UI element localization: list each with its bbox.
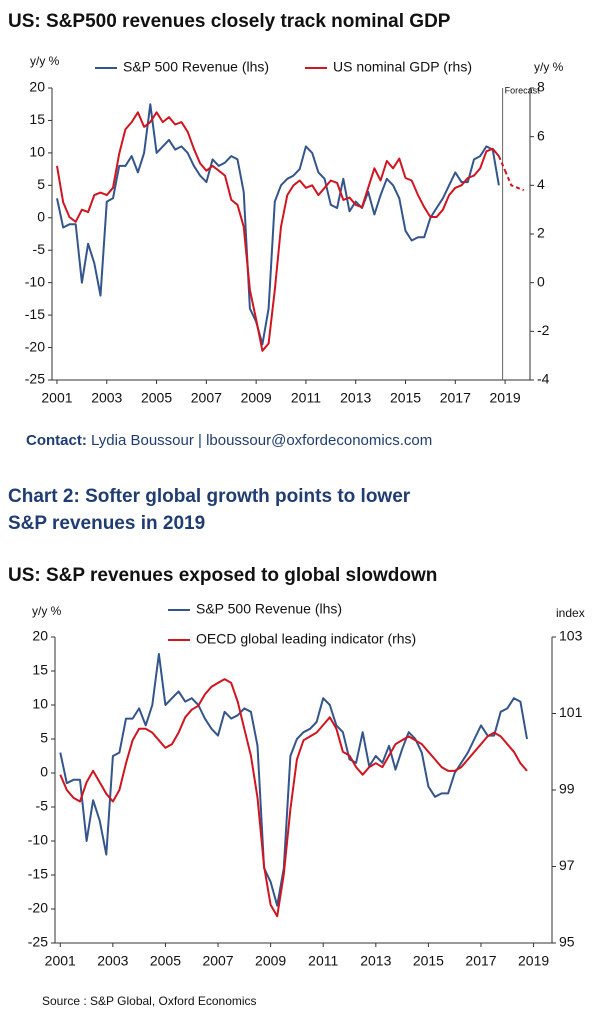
y-axis-title: y/y % (30, 54, 60, 68)
x-tick-label: 2009 (241, 390, 272, 406)
y-tick-label: 15 (29, 111, 45, 127)
y-axis-title: y/y % (32, 604, 62, 618)
y-tick-label: -10 (25, 273, 45, 289)
x-tick-label: 2005 (150, 953, 181, 969)
x-tick-label: 2009 (255, 953, 286, 969)
legend-label: S&P 500 Revenue (lhs) (123, 59, 269, 75)
section-heading: Chart 2: Softer global growth points to … (8, 486, 411, 507)
series-line (56, 111, 500, 352)
x-tick-label: 2019 (490, 390, 521, 406)
x-tick-label: 2007 (191, 390, 222, 406)
legend-label: OECD global leading indicator (rhs) (196, 631, 416, 647)
x-tick-label: 2017 (465, 953, 496, 969)
y-tick-label: -25 (25, 371, 45, 387)
contact: Contact: Lydia Boussour | lboussour@oxfo… (26, 432, 432, 449)
legend-label: US nominal GDP (rhs) (333, 59, 472, 75)
x-tick-label: 2003 (91, 390, 122, 406)
y-tick-label: -10 (28, 832, 48, 848)
y2-tick-label: 99 (559, 781, 575, 797)
x-tick-label: 2015 (413, 953, 444, 969)
series-line (59, 678, 528, 918)
section-heading: S&P revenues in 2019 (8, 513, 205, 534)
x-tick-label: 2005 (141, 390, 172, 406)
y-tick-label: 20 (32, 628, 48, 644)
x-tick-label: 2001 (41, 390, 72, 406)
y2-tick-label: 2 (537, 225, 545, 241)
chart-title: US: S&P revenues exposed to global slowd… (8, 565, 437, 586)
y-tick-label: 0 (40, 764, 48, 780)
series-line (504, 170, 525, 192)
y2-tick-label: 101 (559, 704, 583, 720)
y-tick-label: -15 (28, 866, 48, 882)
legend-label: S&P 500 Revenue (lhs) (196, 601, 342, 617)
chart-title: US: S&P500 revenues closely track nomina… (8, 11, 451, 32)
y-tick-label: 5 (40, 730, 48, 746)
y2-tick-label: 4 (537, 176, 545, 192)
y2-tick-label: 97 (559, 857, 575, 873)
y-tick-label: 0 (37, 208, 45, 224)
forecast-connector (497, 155, 507, 172)
x-tick-label: 2013 (360, 953, 391, 969)
x-tick-label: 2011 (291, 390, 321, 406)
x-tick-label: 2011 (308, 953, 338, 969)
x-tick-label: 2019 (518, 953, 549, 969)
source: Source : S&P Global, Oxford Economics (42, 994, 257, 1008)
y-tick-label: 5 (37, 176, 45, 192)
series-line (59, 653, 528, 907)
series-line (56, 103, 500, 346)
x-tick-label: 2001 (45, 953, 76, 969)
y2-tick-label: 95 (559, 934, 575, 950)
contact-text: Lydia Boussour | lboussour@oxfordeconomi… (91, 432, 432, 449)
forecast-label: Forecast (505, 85, 541, 95)
y2-axis-title: y/y % (534, 60, 564, 74)
y-tick-label: -20 (25, 338, 45, 354)
x-tick-label: 2007 (202, 953, 233, 969)
y2-axis-title: index (556, 606, 585, 620)
y-tick-label: -5 (33, 241, 46, 257)
x-tick-label: 2013 (340, 390, 371, 406)
y-tick-label: -5 (36, 798, 49, 814)
y-tick-label: 15 (32, 662, 48, 678)
y2-tick-label: 0 (537, 273, 545, 289)
y-tick-label: -20 (28, 900, 48, 916)
y2-tick-label: -2 (537, 322, 550, 338)
y-tick-label: -25 (28, 934, 48, 950)
y-tick-label: 10 (32, 696, 48, 712)
y-tick-label: 10 (29, 144, 45, 160)
y2-tick-label: 103 (559, 628, 583, 644)
x-tick-label: 2015 (390, 390, 421, 406)
x-tick-label: 2017 (440, 390, 471, 406)
y-tick-label: -15 (25, 306, 45, 322)
contact-label: Contact: (26, 432, 87, 449)
x-tick-label: 2003 (97, 953, 128, 969)
y-tick-label: 20 (29, 79, 45, 95)
y2-tick-label: 8 (537, 79, 545, 95)
y2-tick-label: 6 (537, 127, 545, 143)
y2-tick-label: -4 (537, 371, 550, 387)
